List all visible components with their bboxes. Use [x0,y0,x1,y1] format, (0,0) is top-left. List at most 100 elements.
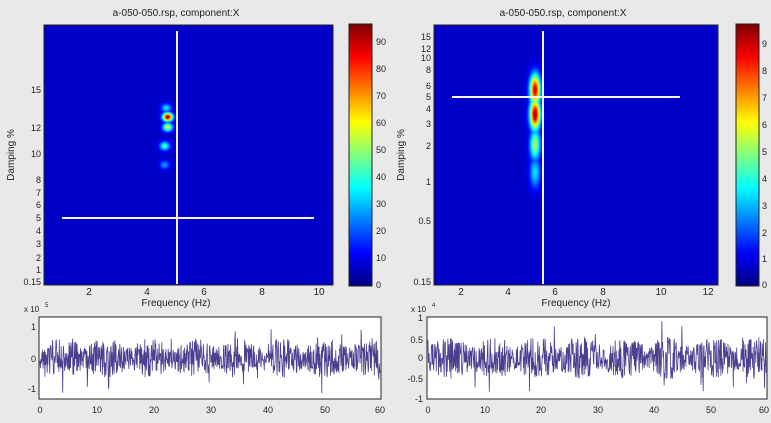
heatmap-right-x-ticks: 2 4 6 8 10 12 [458,287,714,298]
colorbar-tick-label: 60 [376,118,386,128]
y-tick-label: 4 [426,104,431,114]
x-tick-label: 8 [600,287,606,298]
y-tick-label: 10 [421,53,431,63]
heatmap-left-x-ticks: 2 4 6 8 10 [86,287,325,298]
y-tick-label: 4 [36,226,41,236]
heatmap-left-title: a-050-050.rsp, component:X [113,8,240,19]
y-tick-label: 0 [418,353,423,363]
x-tick-label: 40 [649,405,659,415]
x-tick-label: 50 [706,405,716,415]
y-tick-label: 6 [36,200,41,210]
colorbar-right-gradient [736,24,759,286]
y-tick-label: 0.5 [418,216,431,226]
y-tick-label: -1 [415,394,423,404]
x-tick-label: 6 [552,287,558,298]
timeseries-right-y-ticks: 1 0.5 0 -0.5 -1 [407,313,423,404]
timeseries-left-exponent-label: x 10 [24,305,40,314]
y-tick-label: -0.5 [407,374,423,384]
y-tick-label: 1 [426,177,431,187]
colorbar-left-frame [348,23,373,287]
x-tick-label: 2 [458,287,464,298]
heatmap-left-y-label: Damping % [6,129,17,181]
timeseries-left-x-ticks: 0 10 20 30 40 50 60 [37,405,385,415]
colorbar-tick-label: 50 [376,145,386,155]
heatmap-right-title: a-050-050.rsp, component:X [500,8,627,19]
colorbar-tick-label: 1 [762,254,767,264]
colorbar-tick-label: 70 [376,91,386,101]
timeseries-right-exponent: 4 [432,303,436,309]
x-tick-label: 4 [144,287,150,298]
timeseries-left-exponent: 5 [45,303,49,309]
heatmap-left-x-label: Frequency (Hz) [142,298,211,309]
x-tick-label: 8 [259,287,265,298]
x-tick-label: 60 [375,405,385,415]
x-tick-label: 50 [320,405,330,415]
colorbar-tick-label: 80 [376,64,386,74]
timeseries-right-x-ticks: 0 10 20 30 40 50 60 [425,405,769,415]
timeseries-left-y-ticks: 1 0 -1 [28,322,36,394]
x-tick-label: 10 [655,287,667,298]
y-tick-label: 10 [31,149,41,159]
y-tick-label: 0 [31,354,36,364]
colorbar-tick-label: 6 [762,120,767,130]
heatmap-right-image [434,25,718,285]
x-tick-label: 6 [201,287,207,298]
heatmap-left-axes [43,24,334,286]
y-tick-label: 12 [421,44,431,54]
x-tick-label: 10 [480,405,490,415]
x-tick-label: 10 [313,287,325,298]
timeseries-right-exponent-label: x 10 [411,305,427,314]
y-tick-label: 1 [418,313,423,323]
heatmap-right-y-ticks: 0.15 0.5 1 2 3 4 5 6 8 10 12 15 [413,32,431,287]
heatmap-right-x-label: Frequency (Hz) [542,298,611,309]
colorbar-tick-label: 0 [762,280,767,290]
colorbar-tick-label: 90 [376,37,386,47]
y-tick-label: 5 [36,213,41,223]
y-tick-label: 15 [421,32,431,42]
x-tick-label: 4 [505,287,511,298]
y-tick-label: 2 [426,141,431,151]
y-tick-label: 8 [426,65,431,75]
y-tick-label: 0.5 [410,335,423,345]
colorbar-left: 0 10 20 30 40 50 60 70 80 90 [348,23,386,290]
colorbar-right: 0 1 2 3 4 5 6 7 8 9 [735,23,767,290]
x-tick-label: 12 [702,287,714,298]
colorbar-right-frame [735,23,760,287]
heatmap-left-y-ticks: 0.15 1 2 3 4 5 6 7 8 10 12 15 [23,85,41,287]
colorbar-tick-label: 4 [762,174,767,184]
y-tick-label: 7 [36,188,41,198]
x-tick-label: 60 [759,405,769,415]
y-tick-label: 1 [36,265,41,275]
colorbar-tick-label: 10 [376,253,386,263]
y-tick-label: 1 [31,322,36,332]
colorbar-tick-label: 30 [376,199,386,209]
colorbar-tick-label: 20 [376,226,386,236]
x-tick-label: 0 [37,405,42,415]
y-tick-label: -1 [28,384,36,394]
x-tick-label: 20 [536,405,546,415]
y-tick-label: 0.15 [23,277,41,287]
y-tick-label: 15 [31,85,41,95]
timeseries-right-signal [427,321,767,392]
y-tick-label: 8 [36,175,41,185]
colorbar-tick-label: 5 [762,147,767,157]
y-tick-label: 3 [426,119,431,129]
y-tick-label: 5 [426,92,431,102]
colorbar-left-gradient [349,24,372,286]
colorbar-tick-label: 7 [762,93,767,103]
y-tick-label: 0.15 [413,277,431,287]
y-tick-label: 3 [36,239,41,249]
x-tick-label: 30 [206,405,216,415]
colorbar-tick-label: 40 [376,172,386,182]
colorbar-tick-label: 8 [762,66,767,76]
y-tick-label: 6 [426,81,431,91]
heatmap-right-y-label: Damping % [396,129,407,181]
x-tick-label: 10 [92,405,102,415]
y-tick-label: 12 [31,123,41,133]
timeseries-left-signal [39,329,381,394]
colorbar-tick-label: 2 [762,228,767,238]
x-tick-label: 40 [263,405,273,415]
x-tick-label: 20 [149,405,159,415]
